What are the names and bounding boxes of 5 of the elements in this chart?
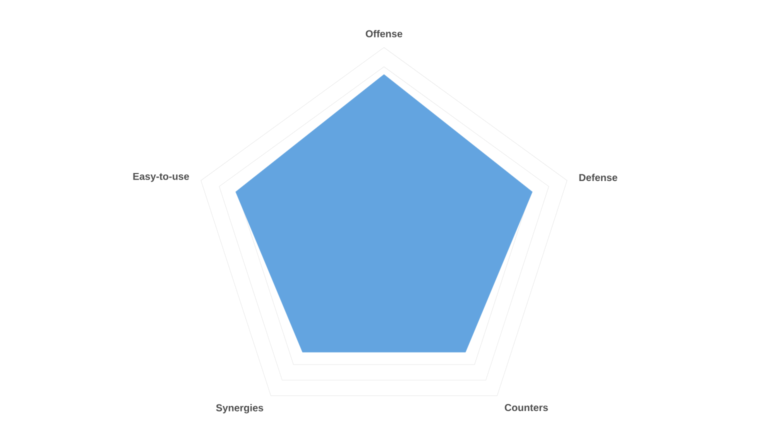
- spoke-label: Defense: [579, 174, 618, 182]
- spoke-label: Easy-to-use: [133, 172, 189, 182]
- spoke-label: Counters: [504, 404, 548, 412]
- spoke-label: Offense: [366, 30, 402, 38]
- spoke-label: Synergies: [216, 404, 264, 414]
